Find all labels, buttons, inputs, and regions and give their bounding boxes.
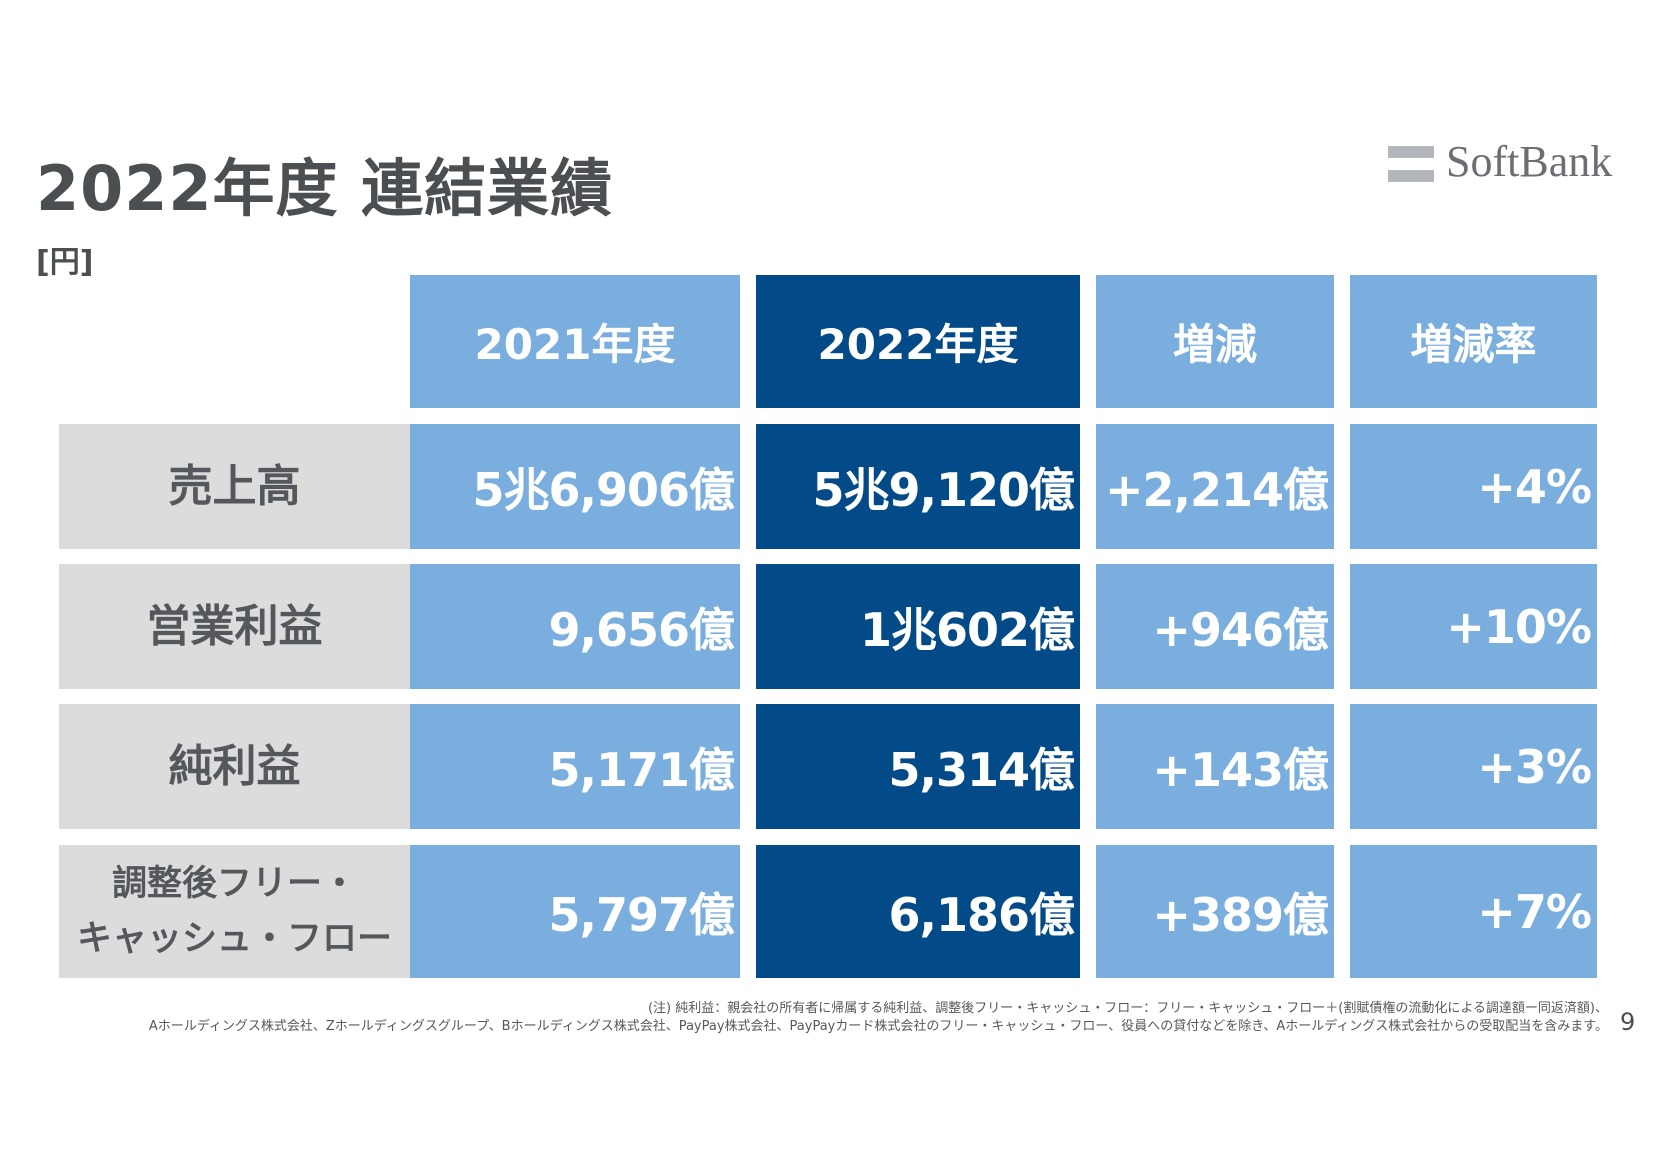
adjusted-fcf-change: +389億 bbox=[1096, 845, 1334, 978]
net-income-2022: 5,314億 bbox=[756, 704, 1080, 829]
column-header-change-rate: 増減率 bbox=[1350, 275, 1597, 408]
softbank-logo: SoftBank bbox=[1388, 140, 1628, 192]
net-income-change-rate: +3% bbox=[1350, 704, 1597, 829]
column-header-2022: 2022年度 bbox=[756, 275, 1080, 408]
row-label-revenue: 売上高 bbox=[59, 424, 410, 549]
adjusted-fcf-2021: 5,797億 bbox=[410, 845, 740, 978]
column-header-change: 増減 bbox=[1096, 275, 1334, 408]
adjusted-fcf-2022: 6,186億 bbox=[756, 845, 1080, 978]
revenue-change-rate: +4% bbox=[1350, 424, 1597, 549]
column-header-2021: 2021年度 bbox=[410, 275, 740, 408]
page-number: 9 bbox=[1620, 1008, 1636, 1036]
row-label-line-2: キャッシュ・フロー bbox=[76, 918, 392, 959]
page-title: 2022年度 連結業績 bbox=[36, 152, 614, 225]
adjusted-fcf-change-rate: +7% bbox=[1350, 845, 1597, 978]
logo-wordmark: SoftBank bbox=[1446, 137, 1613, 186]
row-label-line-1: 調整後フリー・ bbox=[111, 864, 357, 905]
net-income-2021: 5,171億 bbox=[410, 704, 740, 829]
footnote-line-2: Aホールディングス株式会社、Zホールディングスグループ、Bホールディングス株式会… bbox=[148, 1019, 1608, 1034]
revenue-change: +2,214億 bbox=[1096, 424, 1334, 549]
unit-label: [円] bbox=[36, 245, 94, 280]
row-label-net-income: 純利益 bbox=[59, 704, 410, 829]
net-income-change: +143億 bbox=[1096, 704, 1334, 829]
logo-bar-top bbox=[1388, 146, 1434, 158]
operating-income-2022: 1兆602億 bbox=[756, 564, 1080, 689]
footnote: (注) 純利益：親会社の所有者に帰属する純利益、調整後フリー・キャッシュ・フロー… bbox=[40, 1000, 1608, 1036]
revenue-2021: 5兆6,906億 bbox=[410, 424, 740, 549]
row-label-adjusted-free-cash-flow: 調整後フリー・ キャッシュ・フロー bbox=[59, 845, 410, 978]
operating-income-change-rate: +10% bbox=[1350, 564, 1597, 689]
revenue-2022: 5兆9,120億 bbox=[756, 424, 1080, 549]
logo-bar-bottom bbox=[1388, 170, 1434, 182]
footnote-line-1: (注) 純利益：親会社の所有者に帰属する純利益、調整後フリー・キャッシュ・フロー… bbox=[647, 1001, 1608, 1016]
operating-income-2021: 9,656億 bbox=[410, 564, 740, 689]
row-label-operating-income: 営業利益 bbox=[59, 564, 410, 689]
operating-income-change: +946億 bbox=[1096, 564, 1334, 689]
